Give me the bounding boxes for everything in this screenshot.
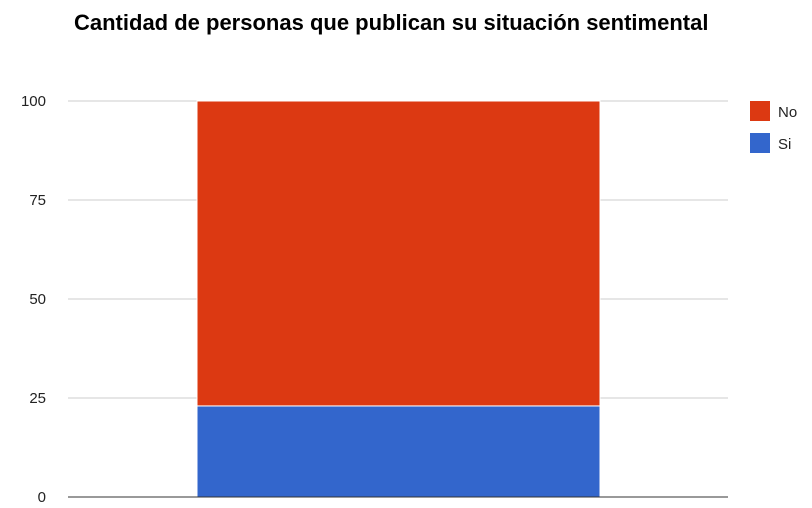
bar-segment-no bbox=[196, 100, 601, 407]
y-tick-label-0: 0 bbox=[38, 489, 46, 506]
y-tick-label-50: 50 bbox=[29, 291, 46, 308]
bars bbox=[196, 100, 601, 498]
bar-segment-si bbox=[196, 405, 601, 498]
y-tick-label-100: 100 bbox=[21, 93, 46, 110]
y-tick-label-75: 75 bbox=[29, 192, 46, 209]
legend-swatch-no bbox=[750, 101, 770, 121]
y-tick-label-25: 25 bbox=[29, 390, 46, 407]
chart-title: Cantidad de personas que publican su sit… bbox=[74, 10, 709, 35]
legend: No Si bbox=[750, 101, 797, 153]
y-axis-ticks: 0 25 50 75 100 bbox=[21, 93, 46, 506]
legend-swatch-si bbox=[750, 133, 770, 153]
legend-label-no: No bbox=[778, 104, 797, 121]
legend-label-si: Si bbox=[778, 136, 791, 153]
